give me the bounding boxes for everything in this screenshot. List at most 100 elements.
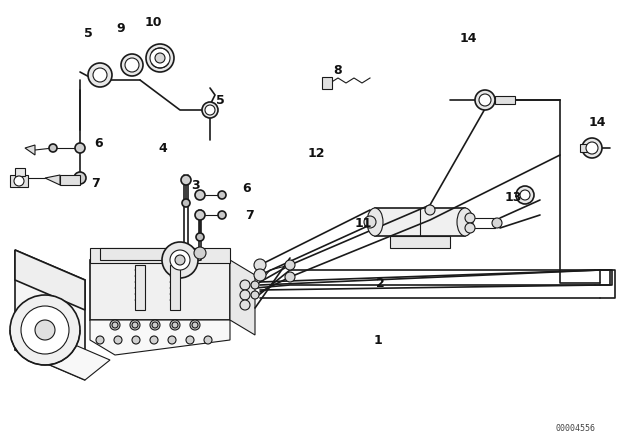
Circle shape xyxy=(132,322,138,328)
Circle shape xyxy=(479,94,491,106)
Text: 12: 12 xyxy=(307,146,324,159)
Circle shape xyxy=(150,48,170,68)
Ellipse shape xyxy=(367,208,383,236)
Circle shape xyxy=(364,216,376,228)
Bar xyxy=(15,168,25,176)
Circle shape xyxy=(240,290,250,300)
Circle shape xyxy=(93,68,107,82)
Circle shape xyxy=(130,320,140,330)
Circle shape xyxy=(150,320,160,330)
Circle shape xyxy=(172,322,178,328)
Circle shape xyxy=(121,54,143,76)
Polygon shape xyxy=(15,250,85,310)
Circle shape xyxy=(492,218,502,228)
Polygon shape xyxy=(230,260,255,335)
Text: 6: 6 xyxy=(95,137,103,150)
Bar xyxy=(495,96,515,104)
Circle shape xyxy=(75,143,85,153)
Circle shape xyxy=(186,336,194,344)
Text: 7: 7 xyxy=(244,208,253,221)
Bar xyxy=(100,248,200,260)
Circle shape xyxy=(155,53,165,63)
Text: 14: 14 xyxy=(588,116,605,129)
Circle shape xyxy=(88,63,112,87)
Circle shape xyxy=(35,320,55,340)
Circle shape xyxy=(586,142,598,154)
Circle shape xyxy=(218,211,226,219)
Polygon shape xyxy=(15,330,110,380)
Circle shape xyxy=(251,291,259,299)
Circle shape xyxy=(204,336,212,344)
Polygon shape xyxy=(90,320,230,355)
Circle shape xyxy=(465,223,475,233)
Circle shape xyxy=(114,336,122,344)
Circle shape xyxy=(251,281,259,289)
Text: 3: 3 xyxy=(192,178,200,191)
Polygon shape xyxy=(25,145,35,155)
Text: 5: 5 xyxy=(84,26,92,39)
Polygon shape xyxy=(45,175,60,185)
Text: 4: 4 xyxy=(159,142,168,155)
Bar xyxy=(375,208,465,236)
Circle shape xyxy=(285,272,295,282)
Circle shape xyxy=(196,233,204,241)
Circle shape xyxy=(168,336,176,344)
Circle shape xyxy=(516,186,534,204)
Bar xyxy=(170,265,180,310)
Text: 1: 1 xyxy=(374,333,382,346)
Circle shape xyxy=(254,269,266,281)
Circle shape xyxy=(192,322,198,328)
Circle shape xyxy=(150,336,158,344)
Circle shape xyxy=(205,105,215,115)
Text: 14: 14 xyxy=(460,31,477,44)
Text: 5: 5 xyxy=(216,94,225,107)
Circle shape xyxy=(520,190,530,200)
Text: 13: 13 xyxy=(504,190,522,203)
Circle shape xyxy=(465,213,475,223)
Text: 10: 10 xyxy=(144,16,162,29)
Bar xyxy=(10,175,28,187)
Circle shape xyxy=(240,300,250,310)
Circle shape xyxy=(181,175,191,185)
Text: 6: 6 xyxy=(243,181,252,194)
Circle shape xyxy=(162,242,198,278)
Circle shape xyxy=(112,322,118,328)
Circle shape xyxy=(182,199,190,207)
Circle shape xyxy=(21,306,69,354)
Bar xyxy=(390,236,450,248)
Circle shape xyxy=(218,191,226,199)
Circle shape xyxy=(240,280,250,290)
Bar xyxy=(580,144,593,152)
Circle shape xyxy=(170,320,180,330)
Text: 9: 9 xyxy=(116,22,125,34)
Circle shape xyxy=(146,44,174,72)
Circle shape xyxy=(170,250,190,270)
Circle shape xyxy=(49,144,57,152)
Circle shape xyxy=(285,260,295,270)
Circle shape xyxy=(582,138,602,158)
Circle shape xyxy=(254,259,266,271)
Circle shape xyxy=(74,172,86,184)
Circle shape xyxy=(194,247,206,259)
Circle shape xyxy=(190,320,200,330)
Text: 00004556: 00004556 xyxy=(555,424,595,433)
Circle shape xyxy=(152,322,158,328)
Text: 2: 2 xyxy=(376,276,385,289)
Circle shape xyxy=(110,320,120,330)
Polygon shape xyxy=(90,260,230,320)
Circle shape xyxy=(96,336,104,344)
Bar xyxy=(322,77,332,89)
Text: 11: 11 xyxy=(355,216,372,229)
Circle shape xyxy=(475,90,495,110)
Circle shape xyxy=(125,58,139,72)
Bar xyxy=(60,175,80,185)
Circle shape xyxy=(14,176,24,186)
Circle shape xyxy=(195,210,205,220)
Circle shape xyxy=(175,255,185,265)
Bar xyxy=(90,248,230,263)
Circle shape xyxy=(132,336,140,344)
Circle shape xyxy=(195,190,205,200)
Polygon shape xyxy=(15,250,85,380)
Text: 7: 7 xyxy=(91,177,99,190)
Circle shape xyxy=(425,205,435,215)
